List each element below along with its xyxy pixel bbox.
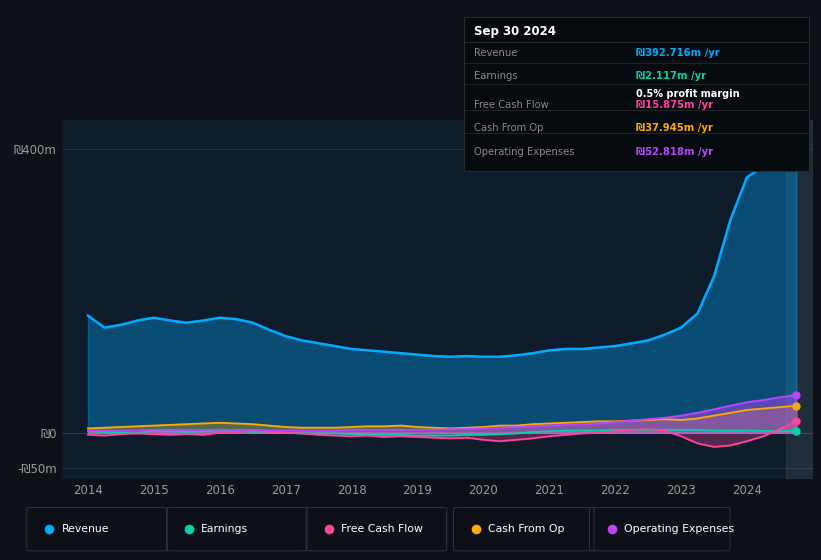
Text: Revenue: Revenue [475, 48, 517, 58]
Text: Earnings: Earnings [201, 524, 249, 534]
Point [790, 402, 803, 410]
Point [43, 525, 56, 534]
Text: ₪15.875m /yr: ₪15.875m /yr [636, 100, 713, 110]
Bar [787, 120, 813, 479]
Text: Operating Expenses: Operating Expenses [475, 147, 575, 157]
Point [606, 525, 619, 534]
Text: Earnings: Earnings [475, 72, 518, 81]
Text: ₪392.716m /yr: ₪392.716m /yr [636, 48, 720, 58]
Text: ₪2.117m /yr: ₪2.117m /yr [636, 72, 706, 81]
Text: ₪52.818m /yr: ₪52.818m /yr [636, 147, 713, 157]
Text: 0.5% profit margin: 0.5% profit margin [636, 89, 740, 99]
Text: Revenue: Revenue [62, 524, 109, 534]
Text: Cash From Op: Cash From Op [475, 123, 544, 133]
Point [790, 150, 803, 158]
Point [323, 525, 336, 534]
Text: Operating Expenses: Operating Expenses [624, 524, 734, 534]
Point [790, 417, 803, 426]
Point [790, 391, 803, 400]
Text: Sep 30 2024: Sep 30 2024 [475, 25, 556, 38]
Text: Free Cash Flow: Free Cash Flow [475, 100, 549, 110]
Point [470, 525, 483, 534]
Point [790, 427, 803, 436]
Text: Cash From Op: Cash From Op [488, 524, 565, 534]
Text: ₪37.945m /yr: ₪37.945m /yr [636, 123, 713, 133]
Point [182, 525, 195, 534]
Text: Free Cash Flow: Free Cash Flow [341, 524, 423, 534]
